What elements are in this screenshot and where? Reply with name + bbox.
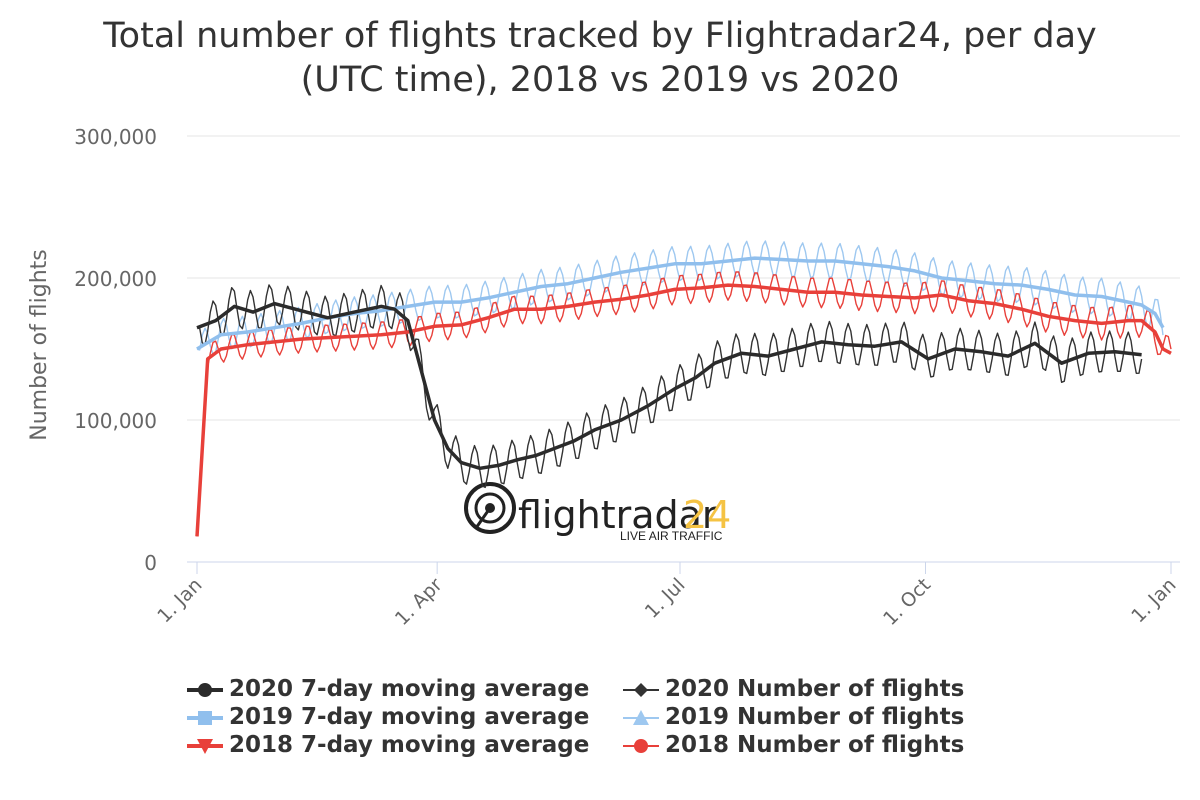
y-tick-label: 200,000: [74, 267, 157, 291]
legend-label: 2018 7-day moving average: [229, 732, 590, 758]
y-tick-label: 100,000: [74, 409, 157, 433]
legend-label: 2020 7-day moving average: [229, 676, 590, 702]
logo-radar-inner-ring: [474, 492, 506, 524]
logo-brand-name: flightradar: [518, 493, 718, 537]
y-tick-label: 300,000: [74, 125, 157, 149]
logo-tagline: LIVE AIR TRAFFIC: [620, 529, 723, 543]
series-line-2018-7-day-moving-average: [195, 283, 1172, 537]
legend-marker-triangle-icon: [623, 710, 659, 725]
series-line-2019-7-day-moving-average: [196, 256, 1165, 351]
logo-radar-outer-ring: [464, 482, 516, 534]
legend-marker-diamond-icon: [623, 683, 659, 697]
y-tick-label: 0: [144, 551, 157, 575]
chart-title-line-1: Total number of flights tracked by Fligh…: [103, 16, 1097, 56]
legend-marker-square-icon: [187, 711, 223, 725]
y-axis-label: Number of flights: [27, 249, 52, 441]
series-lines: [195, 240, 1172, 537]
x-tick-label: 1. Jul: [641, 574, 690, 623]
chart-title: Total number of flights tracked by Fligh…: [0, 14, 1200, 102]
legend-marker-triangle-down-icon: [187, 739, 223, 754]
legend-marker-circle-icon: [623, 739, 659, 753]
x-tick-label: 1. Oct: [879, 574, 935, 630]
x-tick-label: 1. Apr: [391, 574, 447, 630]
chart-title-line-2: (UTC time), 2018 vs 2019 vs 2020: [300, 60, 900, 100]
legend-label: 2019 Number of flights: [665, 704, 965, 730]
legend-label: 2018 Number of flights: [665, 732, 965, 758]
x-tick-label: 1. Jan: [1127, 574, 1180, 627]
axes: 0 100,000 200,000 300,000 1. Jan 1. Apr 1. Jul…: [74, 125, 1180, 630]
legend-marker-circle-icon: [187, 683, 223, 697]
legend-label: 2019 7-day moving average: [229, 704, 590, 730]
logo-radar-sweep: [474, 507, 492, 529]
series-line-2020-number-of-flights: [196, 284, 1143, 489]
x-tick-label: 1. Jan: [153, 574, 206, 627]
logo-brand-number: 24: [683, 493, 731, 537]
flightradar24-logo: flightradar 24 LIVE AIR TRAFFIC: [464, 482, 731, 543]
legend-label: 2020 Number of flights: [665, 676, 965, 702]
series-line-2020-7-day-moving-average: [196, 301, 1142, 471]
